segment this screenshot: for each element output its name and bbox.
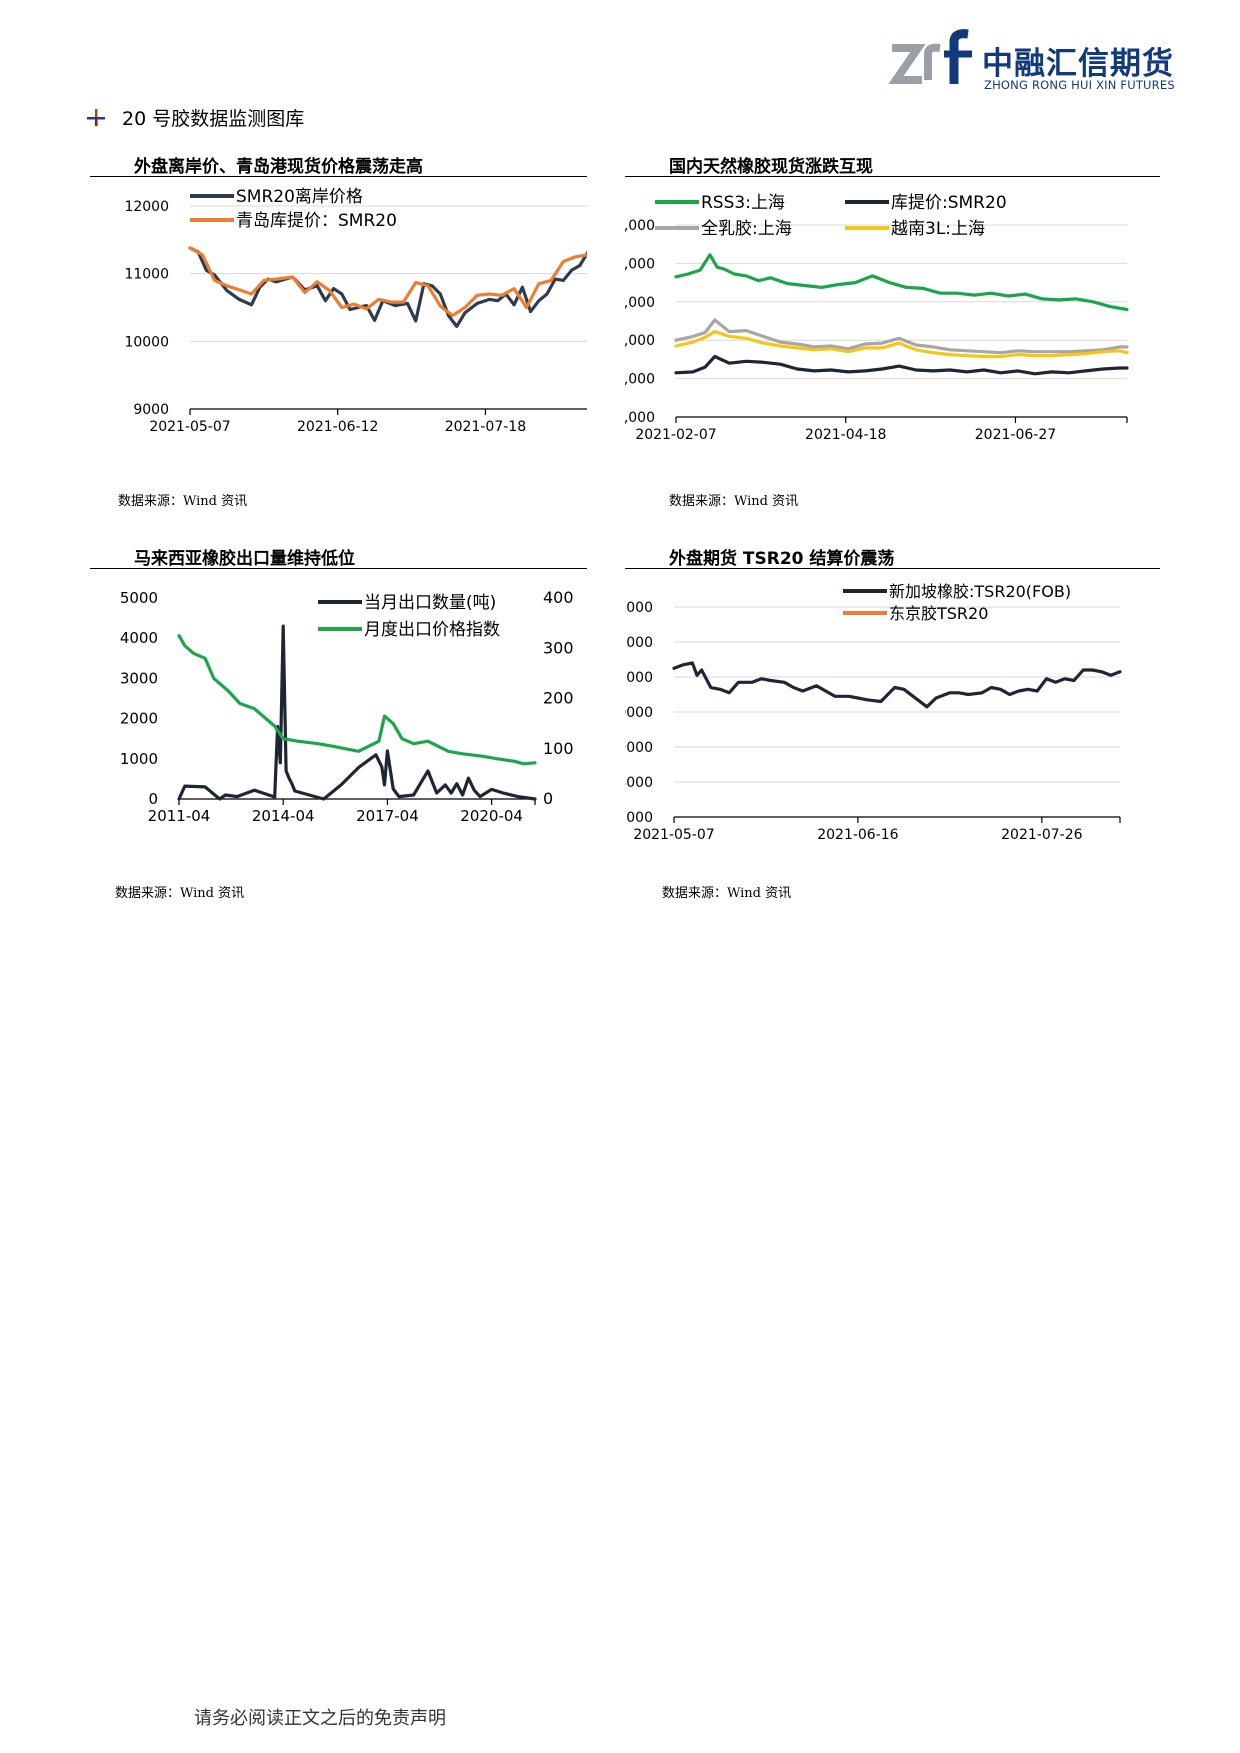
y-tick-label: 14,000 — [625, 333, 655, 349]
legend-label: 新加坡橡胶:TSR20(FOB) — [889, 582, 1071, 601]
x-tick-label: 2021-07-18 — [445, 419, 526, 435]
legend-label: SMR20离岸价格 — [236, 187, 363, 207]
y-tick-label: 26,000 — [625, 218, 655, 234]
y-tick-label: 11000 — [124, 267, 169, 283]
y-tick-label: 7000 — [625, 810, 653, 826]
series-line — [188, 246, 587, 328]
series-line — [674, 330, 1129, 359]
bullet-icon — [87, 109, 105, 126]
chart-panel-3: 马来西亚橡胶出口量维持低位 0 1000 2000 3000 4000 5000 0 100 2… — [90, 544, 587, 874]
title-divider — [90, 568, 587, 569]
y-tick-label: 10,000 — [625, 372, 655, 388]
y-tick-label: 13000 — [625, 600, 653, 616]
x-tick-label: 2021-05-07 — [149, 419, 230, 435]
x-tick-label: 2011-04 — [148, 807, 211, 825]
chart-panel-2: 国内天然橡胶现货涨跌互现 6,000 10,000 14,000 18,000 22,0… — [625, 152, 1160, 482]
x-tick-label: 2021-02-07 — [635, 427, 716, 443]
x-tick-label: 2021-06-27 — [975, 427, 1056, 443]
y-tick-label: 8000 — [625, 775, 653, 791]
chart-title: 外盘期货 TSR20 结算价震荡 — [669, 549, 895, 569]
series-line — [674, 318, 1129, 355]
domestic-spot-chart: 6,000 10,000 14,000 18,000 22,000 26,000 2021-… — [625, 193, 1129, 443]
series-line — [672, 661, 1122, 709]
y-tick-label: 12000 — [124, 199, 169, 215]
chart-source: 数据来源：Wind 资讯 — [115, 886, 245, 901]
chart-source: 数据来源：Wind 资讯 — [662, 886, 792, 901]
legend-label: RSS3:上海 — [701, 193, 785, 213]
legend-label: 月度出口价格指数 — [364, 620, 500, 640]
x-tick-label: 2021-06-16 — [817, 827, 898, 843]
legend-label: 库提价:SMR20 — [891, 193, 1007, 213]
y-tick-label: 3000 — [120, 669, 158, 687]
y-right-tick-label: 400 — [543, 588, 574, 607]
x-tick-label: 2021-07-26 — [1001, 827, 1082, 843]
y-right-tick-label: 300 — [543, 638, 574, 657]
x-tick-label: 2020-04 — [460, 807, 523, 825]
y-tick-label: 10000 — [625, 705, 653, 721]
y-tick-label: 12000 — [625, 635, 653, 651]
section-title: 20 号胶数据监测图库 — [122, 108, 305, 130]
series-line — [188, 246, 587, 318]
series-line — [674, 253, 1129, 312]
series-line — [177, 634, 537, 766]
smr20-price-chart: 9000 10000 11000 12000 2021-05-07 2021-06-12 2… — [124, 187, 587, 435]
legend-label: 越南3L:上海 — [891, 219, 985, 239]
y-tick-label: 18,000 — [625, 295, 655, 311]
y-tick-label: 9000 — [625, 740, 653, 756]
y-tick-label: 10000 — [124, 334, 169, 350]
x-tick-label: 2021-04-18 — [805, 427, 886, 443]
y-tick-label: 0 — [148, 790, 158, 808]
tsr20-settlement-chart: 7000 8000 9000 10000 11000 12000 13000 2021-05-… — [625, 582, 1122, 843]
y-tick-label: 4000 — [120, 629, 158, 647]
chart-panel-1: 外盘离岸价、青岛港现货价格震荡走高 9000 10000 11000 12000 202… — [90, 152, 587, 482]
series-line — [177, 624, 537, 801]
legend-label: 当月出口数量(吨) — [364, 593, 496, 613]
title-divider — [625, 568, 1160, 569]
logo-company-name: 中融汇信期货 — [982, 46, 1174, 82]
y-tick-label: 11000 — [625, 670, 653, 686]
y-right-tick-label: 200 — [543, 689, 574, 708]
chart-source: 数据来源：Wind 资讯 — [669, 494, 799, 509]
legend-label: 全乳胶:上海 — [701, 219, 792, 239]
disclaimer-footer: 请务必阅读正文之后的免责声明 — [194, 1708, 446, 1729]
y-right-tick-label: 0 — [543, 789, 553, 808]
y-tick-label: 6,000 — [625, 410, 655, 426]
x-tick-label: 2017-04 — [356, 807, 419, 825]
malaysia-export-chart: 0 1000 2000 3000 4000 5000 0 100 200 300 400 2011-0… — [120, 588, 574, 825]
y-tick-label: 1000 — [120, 750, 158, 768]
y-tick-label: 5000 — [120, 589, 158, 607]
x-tick-label: 2014-04 — [252, 807, 315, 825]
title-divider — [90, 176, 587, 177]
x-tick-label: 2021-06-12 — [297, 419, 378, 435]
chart-panel-4: 外盘期货 TSR20 结算价震荡 7000 8000 9000 10000 11000 1… — [625, 544, 1160, 874]
company-logo: 中融汇信期货 ZHONG RONG HUI XIN FUTURES — [888, 28, 1175, 92]
y-tick-label: 9000 — [133, 402, 169, 418]
logo-company-name-en: ZHONG RONG HUI XIN FUTURES — [984, 78, 1175, 92]
title-divider — [625, 176, 1160, 177]
y-tick-label: 22,000 — [625, 256, 655, 272]
series-line — [674, 354, 1129, 376]
x-tick-label: 2021-05-07 — [633, 827, 714, 843]
y-tick-label: 2000 — [120, 710, 158, 728]
y-right-tick-label: 100 — [543, 739, 574, 758]
chart-title: 马来西亚橡胶出口量维持低位 — [134, 549, 355, 569]
section-heading: 20 号胶数据监测图库 — [86, 104, 304, 131]
chart-title: 外盘离岸价、青岛港现货价格震荡走高 — [134, 157, 423, 177]
chart-source: 数据来源：Wind 资讯 — [118, 494, 248, 509]
zrf-logo-mark — [888, 29, 972, 84]
legend-label: 东京胶TSR20 — [889, 604, 988, 623]
chart-title: 国内天然橡胶现货涨跌互现 — [669, 157, 873, 177]
legend-label: 青岛库提价：SMR20 — [236, 211, 397, 231]
